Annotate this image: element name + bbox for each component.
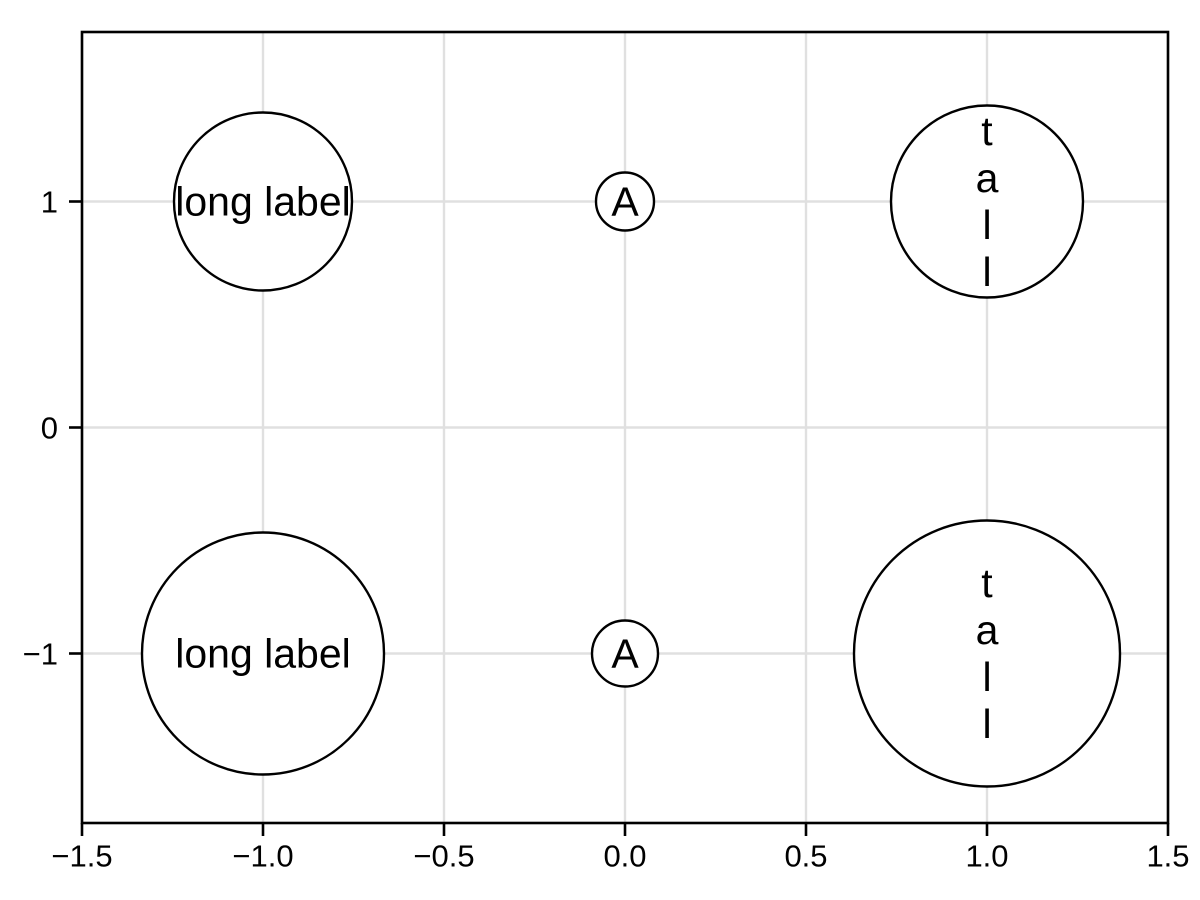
x-tick-label: −0.5 [413, 839, 474, 874]
circle-label-char: t [981, 560, 993, 606]
circle-label-char: l [982, 202, 991, 248]
circle-label: long label [175, 631, 351, 677]
labeled-circle: A [590, 619, 660, 688]
circle-marker [852, 519, 1122, 788]
circle-label-char: a [976, 155, 999, 201]
x-axis: −1.5 −1.0 −0.5 0.0 0.5 1.0 1.5 [51, 823, 1190, 874]
circle-label-char: a [976, 607, 999, 653]
circle-label: long label [175, 179, 351, 225]
x-tick-label: −1.5 [51, 839, 112, 874]
circle-marker [889, 104, 1085, 299]
x-tick-label: 0.5 [784, 839, 827, 874]
labeled-circle: A [594, 171, 656, 232]
circle-label: A [611, 631, 639, 677]
y-tick-label: 1 [41, 185, 58, 220]
labeled-circle: long label [172, 111, 354, 292]
x-tick-label: 1.0 [965, 839, 1008, 874]
circle-marker [140, 531, 386, 776]
circle-label-char: t [981, 108, 993, 154]
x-tick-label: 1.5 [1146, 839, 1189, 874]
y-axis: 1 0 −1 [23, 185, 82, 672]
circle-label-char: l [982, 701, 991, 747]
circle-label-char: l [982, 654, 991, 700]
circle-marker [590, 619, 660, 688]
circle-marker [594, 171, 656, 232]
circle-label: A [611, 179, 639, 225]
x-tick-label: −1.0 [232, 839, 293, 874]
circle-label-char: l [982, 249, 991, 295]
labeled-circle: long label [140, 531, 386, 776]
circle-marker [172, 111, 354, 292]
y-tick-label: 0 [41, 411, 58, 446]
y-tick-label: −1 [23, 637, 58, 672]
x-tick-label: 0.0 [603, 839, 646, 874]
